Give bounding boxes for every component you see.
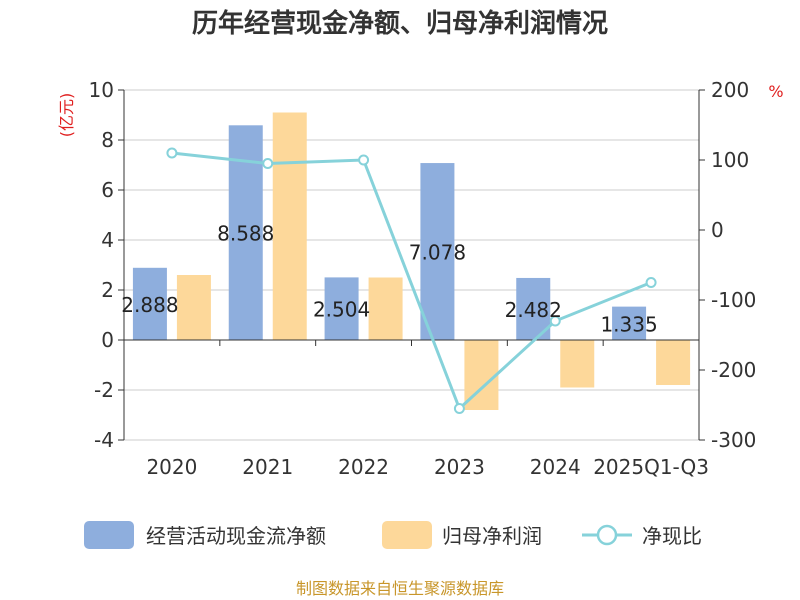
axes: -4 -2 0 2 4 6 8 10 -300 -200 -100 0 100 200 2020 2021 20…: [89, 78, 757, 479]
data-labels: 2.888 8.588 2.504 7.078 2.482 1.335: [121, 222, 657, 337]
ratio-line-path: [171, 151, 652, 412]
left-tick-label: 8: [101, 128, 114, 152]
right-tick-label: 200: [711, 78, 749, 102]
bar-data-label: 7.078: [409, 241, 466, 265]
x-tick-label: 2022: [338, 455, 389, 479]
bar-data-label: 1.335: [600, 312, 657, 336]
source-note: 制图数据来自恒生聚源数据库: [296, 579, 504, 598]
ratio-line: [166, 147, 657, 414]
bar-profit: [368, 277, 403, 340]
bar-profit: [560, 340, 595, 388]
left-tick-label: 0: [101, 328, 114, 352]
legend-swatch-cash: [84, 521, 134, 549]
x-tick-label: 2024: [530, 455, 581, 479]
ratio-point: [645, 277, 657, 288]
right-tick-label: -100: [711, 288, 756, 312]
right-tick-label: -300: [711, 428, 756, 452]
legend: 经营活动现金流净额 归母净利润 净现比: [84, 521, 702, 549]
right-axis-unit: %: [768, 82, 783, 101]
left-tick-label: 4: [101, 228, 114, 252]
gridlines: [124, 89, 699, 441]
left-tick-label: 6: [101, 178, 114, 202]
x-tick-label: 2020: [146, 455, 197, 479]
legend-swatch-ratio-marker: [596, 524, 618, 546]
left-tick-label: -2: [94, 378, 114, 402]
left-tick-label: -4: [94, 428, 114, 452]
ratio-point: [453, 403, 465, 414]
ratio-point: [262, 158, 274, 169]
ratio-point: [549, 315, 561, 327]
bar-profit: [272, 112, 307, 340]
right-tick-label: 0: [711, 218, 724, 242]
right-tick-label: 100: [711, 148, 749, 172]
bar-data-label: 8.588: [217, 222, 274, 246]
x-tick-label: 2021: [242, 455, 293, 479]
legend-label-profit: 归母净利润: [442, 524, 542, 548]
x-tick-label: 2025Q1-Q3: [593, 455, 709, 479]
left-tick-label: 10: [89, 78, 114, 102]
legend-swatch-profit: [382, 521, 432, 549]
left-axis-unit: (亿元): [57, 93, 76, 138]
bar-cash: [420, 163, 455, 340]
ratio-point: [358, 154, 370, 166]
bar-profit: [176, 275, 211, 340]
bar-cash: [324, 277, 359, 340]
bar-cash: [612, 306, 647, 340]
chart-title: 历年经营现金净额、归母净利润情况: [192, 8, 608, 39]
left-tick-label: 2: [101, 278, 114, 302]
bar-profit: [656, 340, 691, 385]
bar-data-label: 2.504: [313, 298, 370, 322]
bar-data-label: 2.888: [121, 293, 178, 317]
bar-cash: [132, 267, 167, 340]
legend-label-ratio: 净现比: [642, 524, 702, 548]
right-tick-label: -200: [711, 358, 756, 382]
legend-label-cash: 经营活动现金流净额: [146, 524, 326, 548]
ratio-point: [166, 147, 178, 159]
x-tick-label: 2023: [434, 455, 485, 479]
bar-data-label: 2.482: [505, 298, 562, 322]
